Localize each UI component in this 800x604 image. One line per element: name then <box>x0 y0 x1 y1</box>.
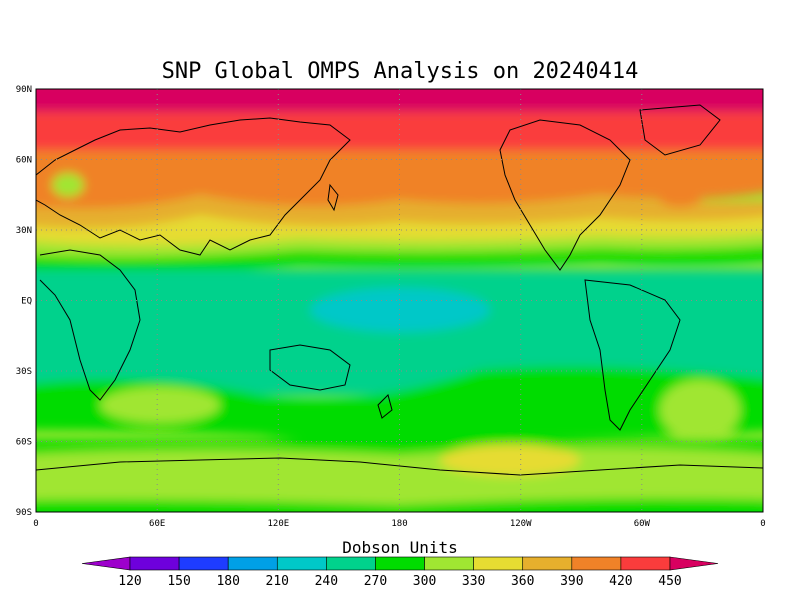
lon-label: 0 <box>33 519 38 529</box>
coast-south-america <box>584 279 681 431</box>
lat-label: 90S <box>16 508 32 518</box>
colorbar-swatch <box>129 556 180 571</box>
colorbar-tick-label: 270 <box>364 574 387 589</box>
north-atlantic-high <box>655 177 705 207</box>
band-south-green <box>36 366 763 444</box>
antarctic-yellow <box>440 444 580 476</box>
coast-africa <box>39 249 141 401</box>
graticule <box>36 89 763 512</box>
south-lime-east <box>660 380 740 440</box>
band-north-magenta <box>36 89 763 112</box>
colorbar-tick-label: 150 <box>167 574 190 589</box>
lon-label: 180 <box>391 519 407 529</box>
coast-north-america <box>499 119 631 271</box>
lat-label: 90N <box>16 85 32 95</box>
colorbar-title: Dobson Units <box>342 538 458 557</box>
lon-label: 60E <box>149 519 165 529</box>
coast-japan <box>327 183 339 212</box>
coast-eurasia <box>36 117 351 256</box>
lat-label: 60N <box>16 156 32 166</box>
europe-low <box>52 173 84 197</box>
colorbar: 120 150 180 210 240 270 300 330 360 390 420 450 <box>81 556 719 589</box>
colorbar-swatch <box>276 556 327 571</box>
lon-label: 0 <box>760 519 765 529</box>
colorbar-tick-label: 210 <box>266 574 289 589</box>
lon-label: 60W <box>634 519 651 529</box>
map-frame <box>35 88 764 513</box>
colorbar-swatch <box>620 556 671 571</box>
coastlines <box>36 104 763 476</box>
lat-label: EQ <box>21 297 32 307</box>
colorbar-swatch <box>424 556 474 571</box>
colorbar-tick-label: 120 <box>118 574 141 589</box>
latitude-labels: 90N 60N 30N EQ 30S 60S 90S <box>16 85 32 518</box>
colorbar-swatch <box>473 556 524 571</box>
colorbar-tick-label: 450 <box>658 574 681 589</box>
lat-label: 60S <box>16 438 32 448</box>
coast-new-zealand <box>377 394 393 419</box>
band-north-green <box>36 246 763 277</box>
ozone-field <box>36 89 763 512</box>
colorbar-low-arrow <box>81 556 131 571</box>
colorbar-tick-label: 180 <box>216 574 239 589</box>
plot-title: SNP Global OMPS Analysis on 20240414 <box>162 59 639 84</box>
band-north-gold <box>36 195 763 229</box>
band-north-lime <box>36 233 763 258</box>
colorbar-swatch <box>178 556 229 571</box>
colorbar-swatch <box>326 556 376 571</box>
lat-label: 30S <box>16 367 32 377</box>
band-north-yellow <box>36 215 763 246</box>
colorbar-swatch <box>375 556 425 571</box>
colorbar-swatch <box>522 556 573 571</box>
colorbar-tick-label: 420 <box>609 574 632 589</box>
coast-greenland <box>639 104 721 156</box>
colorbar-tick-label: 240 <box>315 574 338 589</box>
colorbar-high-arrow <box>669 556 719 571</box>
colorbar-tick-label: 360 <box>511 574 534 589</box>
colorbar-swatch <box>571 556 622 571</box>
south-lime-west <box>100 387 220 423</box>
band-antarctic-lime <box>36 447 763 505</box>
lon-label: 120E <box>267 519 289 529</box>
lon-label: 120W <box>510 519 532 529</box>
lat-label: 30N <box>16 226 32 236</box>
colorbar-tick-label: 330 <box>462 574 485 589</box>
coast-australia <box>269 344 351 391</box>
longitude-labels: 0 60E 120E 180 120W 60W 0 <box>33 519 765 529</box>
colorbar-swatch <box>227 556 278 571</box>
colorbar-tick-label: 300 <box>413 574 436 589</box>
coast-antarctica <box>36 457 763 476</box>
colorbar-tick-label: 390 <box>560 574 583 589</box>
